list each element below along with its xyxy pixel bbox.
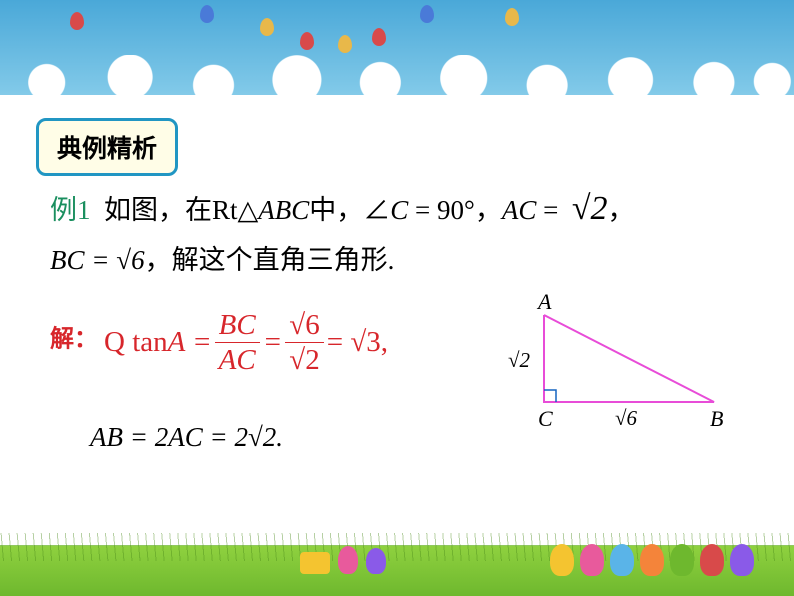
- equation-2: AB = 2AC = 2√2.: [90, 422, 484, 453]
- side-cb-label: √6: [615, 406, 637, 431]
- problem-statement: 例1 如图，在Rt△ABC中，∠C = 90°，AC = √2， BC = √6…: [50, 180, 744, 284]
- section-badge: 典例精析: [36, 118, 178, 176]
- solution-text: 解： Q tanA = BC AC = √6 √2 = √3, AB = 2AC…: [50, 310, 484, 453]
- right-angle-mark: [544, 390, 556, 402]
- side-ac-label: √2: [508, 348, 530, 373]
- footer-decor-left: [300, 546, 386, 574]
- equation-1: Q tanA = BC AC = √6 √2 = √3,: [104, 310, 388, 376]
- fraction-sqrt: √6 √2: [285, 310, 323, 376]
- footer-characters: [550, 544, 754, 576]
- content-area: 例1 如图，在Rt△ABC中，∠C = 90°，AC = √2， BC = √6…: [50, 180, 744, 453]
- vertex-b-label: B: [710, 406, 723, 432]
- vertex-a-label: A: [538, 289, 551, 315]
- solution-label: 解：: [50, 325, 98, 352]
- fraction-bc-ac: BC AC: [215, 310, 260, 376]
- solution-row: 解： Q tanA = BC AC = √6 √2 = √3, AB = 2AC…: [50, 310, 744, 453]
- example-label: 例1: [50, 195, 91, 225]
- cloud-band: [0, 55, 794, 110]
- vertex-c-label: C: [538, 406, 553, 432]
- triangle-diagram: A B C √2 √6: [514, 310, 744, 440]
- triangle-path: [544, 315, 714, 402]
